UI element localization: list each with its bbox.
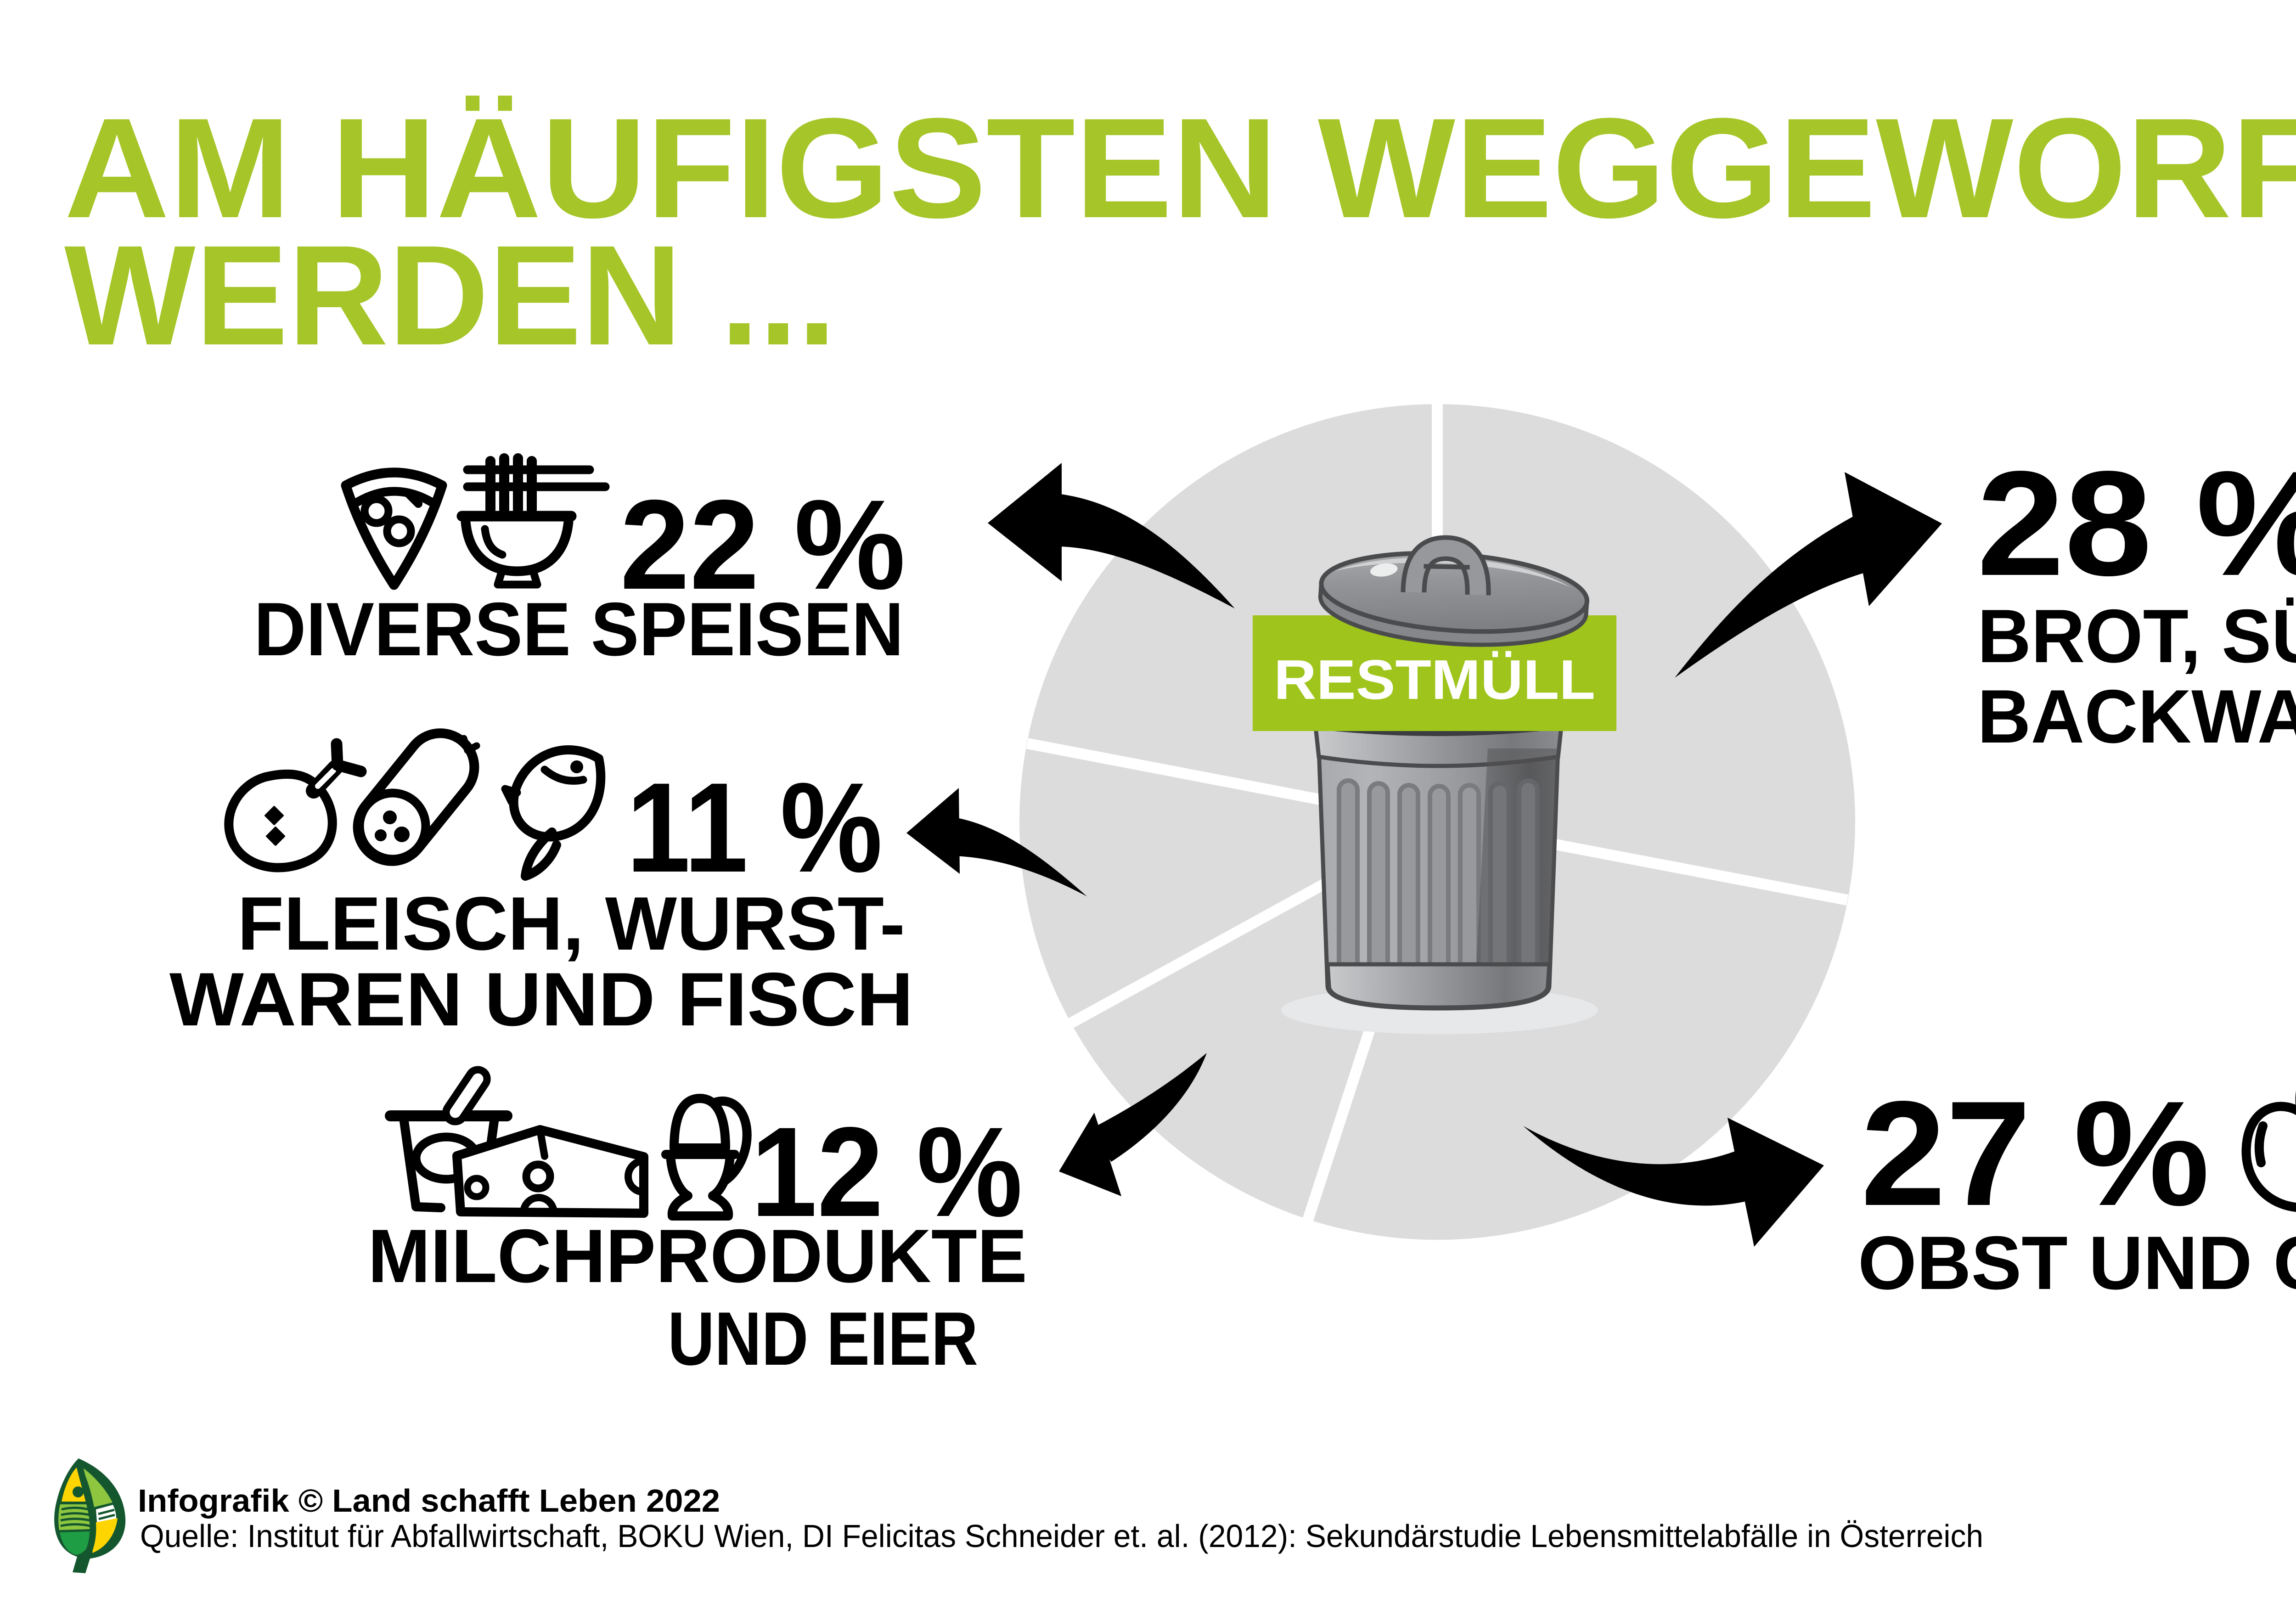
svg-text:AM HÄUFIGSTEN WEGGEWORFEN: AM HÄUFIGSTEN WEGGEWORFEN bbox=[64, 88, 2296, 248]
svg-text:DIVERSE SPEISEN: DIVERSE SPEISEN bbox=[254, 587, 904, 671]
svg-text:WAREN UND FISCH: WAREN UND FISCH bbox=[169, 957, 913, 1041]
svg-text:BROT, SÜSS- UND: BROT, SÜSS- UND bbox=[1977, 594, 2296, 678]
svg-text:Infografik © Land schafft Lebe: Infografik © Land schafft Leben 2022 bbox=[138, 1483, 720, 1519]
svg-text:11 %: 11 % bbox=[626, 756, 883, 899]
svg-text:12 %: 12 % bbox=[751, 1100, 1023, 1243]
svg-text:UND EIER: UND EIER bbox=[668, 1296, 978, 1381]
svg-text:22 %: 22 % bbox=[620, 473, 906, 616]
svg-text:BACKWAREN: BACKWAREN bbox=[1977, 674, 2296, 759]
svg-text:OBST UND GEMÜSE: OBST UND GEMÜSE bbox=[1858, 1221, 2296, 1305]
svg-text:Quelle: Institut für Abfallwir: Quelle: Institut für Abfallwirtschaft, B… bbox=[140, 1518, 1983, 1554]
svg-text:FLEISCH, WURST-: FLEISCH, WURST- bbox=[237, 881, 905, 966]
svg-text:28 %: 28 % bbox=[1977, 440, 2296, 607]
svg-text:MILCHPRODUKTE: MILCHPRODUKTE bbox=[368, 1214, 1027, 1298]
svg-text:27 %: 27 % bbox=[1861, 1070, 2210, 1237]
svg-text:WERDEN ...: WERDEN ... bbox=[64, 215, 836, 375]
svg-text:RESTMÜLL: RESTMÜLL bbox=[1274, 648, 1595, 711]
